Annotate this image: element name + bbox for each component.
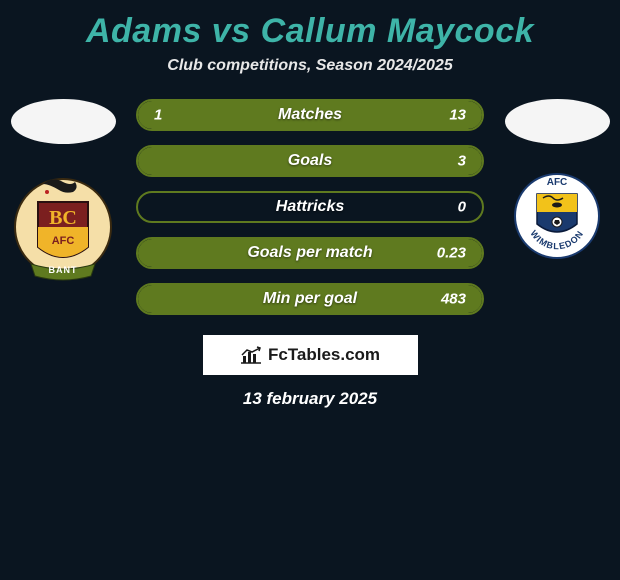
stat-right-value: 3 [458, 153, 466, 170]
stat-bar: Goals 3 [136, 145, 484, 177]
stat-right-value: 0 [458, 199, 466, 216]
chart-icon [240, 346, 262, 364]
stat-right-value: 0.23 [437, 245, 466, 262]
date-text: 13 february 2025 [0, 389, 620, 409]
left-player-photo [11, 99, 116, 144]
right-side: AFC WIMBLEDON [502, 99, 612, 260]
left-club-crest: BC AFC BANT [13, 172, 113, 282]
stat-label: Hattricks [276, 198, 344, 216]
stat-left-value: 1 [154, 107, 162, 124]
stat-bar: 1 Matches 13 [136, 99, 484, 131]
page-title: Adams vs Callum Maycock [0, 0, 620, 57]
stat-right-value: 13 [449, 107, 466, 124]
svg-text:BANT: BANT [49, 265, 78, 275]
stat-bar: Min per goal 483 [136, 283, 484, 315]
stat-label: Min per goal [263, 290, 357, 308]
stat-label: Matches [278, 106, 342, 124]
right-player-photo [505, 99, 610, 144]
brand-text: FcTables.com [268, 345, 380, 365]
svg-text:AFC: AFC [52, 235, 75, 247]
svg-text:BC: BC [49, 207, 77, 229]
stat-label: Goals [288, 152, 332, 170]
left-side: BC AFC BANT [8, 99, 118, 282]
right-club-crest: AFC WIMBLEDON [513, 172, 601, 260]
brand-badge: FcTables.com [203, 335, 418, 375]
stat-bars: 1 Matches 13 Goals 3 Hattricks 0 Goals per matc… [118, 99, 502, 315]
stat-label: Goals per match [247, 244, 372, 262]
comparison-row: BC AFC BANT 1 Matches 13 Goals 3 Hattricks 0 Go… [0, 99, 620, 315]
stat-bar: Hattricks 0 [136, 191, 484, 223]
svg-text:AFC: AFC [547, 177, 568, 188]
subtitle: Club competitions, Season 2024/2025 [0, 57, 620, 75]
stat-right-value: 483 [441, 291, 466, 308]
stat-bar: Goals per match 0.23 [136, 237, 484, 269]
